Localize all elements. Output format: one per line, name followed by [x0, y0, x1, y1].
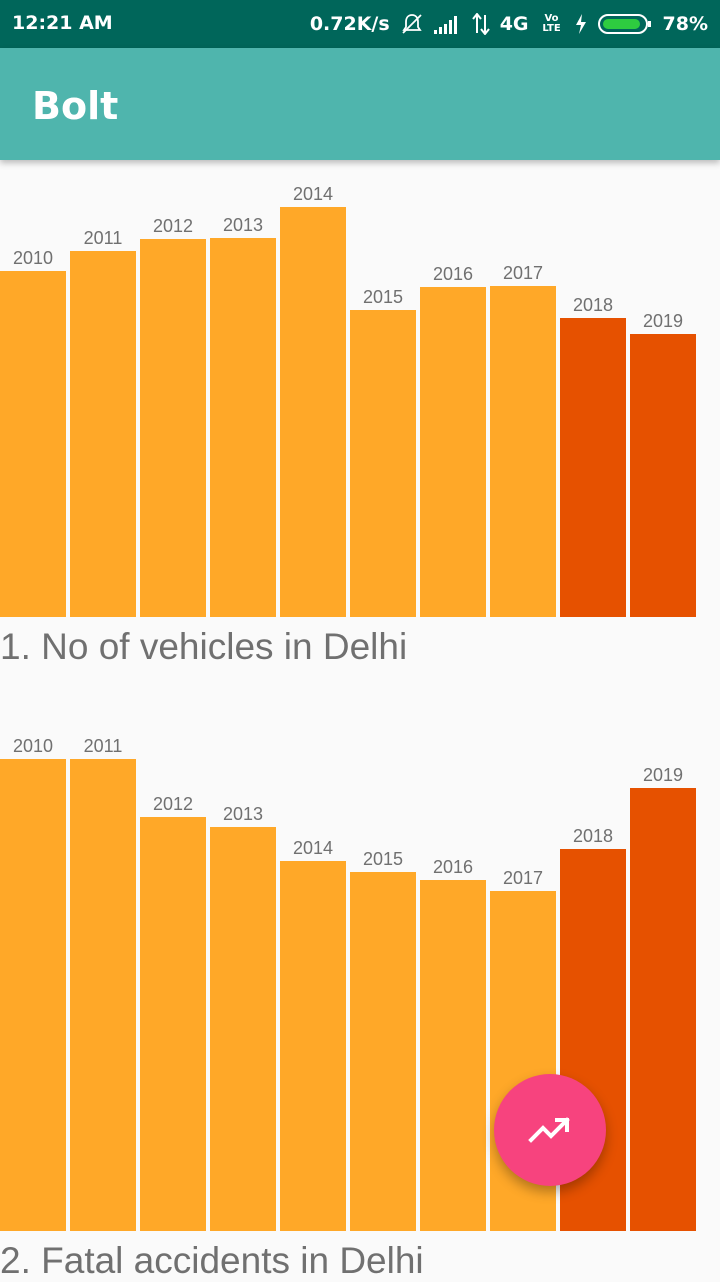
accidents-bar-2014	[280, 861, 346, 1231]
vehicles-chart: 2010 2011 2012 2013 2014 2015 2016 2017 2018 2019	[0, 184, 696, 617]
accidents-bar-label-2013: 2013	[223, 804, 263, 824]
app-bar: Bolt	[0, 48, 720, 160]
vehicles-bar-label-2017: 2017	[503, 263, 543, 283]
mute-icon	[400, 12, 424, 36]
vehicles-bar-2016	[420, 287, 486, 617]
vehicles-bar-2012	[140, 239, 206, 617]
status-time: 12:21 AM	[12, 12, 113, 34]
volte-icon: Vo LTE	[539, 14, 565, 34]
accidents-bar-label-2014: 2014	[293, 838, 333, 858]
trending-up-icon	[528, 1117, 570, 1143]
fatal-accidents-chart: 2010 2011 2012 2013 2014 2015 2016 2017 2018 2019	[0, 736, 696, 1231]
accidents-bar-2011	[70, 759, 136, 1231]
fatal-accidents-chart-title: 2. Fatal accidents in Delhi	[0, 1240, 424, 1281]
vehicles-bar-label-2011: 2011	[84, 228, 123, 248]
battery-icon	[597, 12, 653, 36]
accidents-bar-label-2015: 2015	[363, 849, 403, 869]
vehicles-bar-label-2012: 2012	[153, 216, 193, 236]
accidents-bar-label-2017: 2017	[503, 868, 543, 888]
volte-label: Vo LTE	[542, 13, 561, 34]
vehicles-bar-label-2015: 2015	[363, 287, 403, 307]
vehicles-chart-title: 1. No of vehicles in Delhi	[0, 626, 408, 667]
accidents-bar-label-2011: 2011	[84, 736, 123, 756]
battery-level: 78%	[662, 13, 708, 35]
vehicles-bar-2019	[630, 334, 696, 617]
accidents-bar-2019	[630, 788, 696, 1231]
signal-icon	[433, 14, 462, 34]
charging-icon	[575, 14, 587, 34]
vehicles-bar-2011	[70, 251, 136, 617]
vehicles-bar-label-2013: 2013	[223, 215, 263, 235]
accidents-bar-label-2012: 2012	[153, 794, 193, 814]
app-title: Bolt	[32, 84, 119, 128]
vehicles-bar-2015	[350, 310, 416, 617]
vehicles-bar-2018	[560, 318, 626, 617]
trend-fab-button[interactable]	[494, 1074, 606, 1186]
accidents-bar-2015	[350, 872, 416, 1231]
network-type: 4G	[499, 13, 529, 35]
vehicles-bar-2010	[0, 271, 66, 617]
vehicles-bar-label-2016: 2016	[433, 264, 473, 284]
vehicles-bar-2014	[280, 207, 346, 617]
vehicles-bar-2017	[490, 286, 556, 617]
vehicles-bar-label-2014: 2014	[293, 184, 333, 204]
data-arrows-icon	[471, 13, 490, 35]
vehicles-bar-label-2010: 2010	[13, 248, 53, 268]
accidents-bar-2016	[420, 880, 486, 1231]
accidents-bar-label-2018: 2018	[573, 826, 613, 846]
accidents-bar-label-2016: 2016	[433, 857, 473, 877]
status-bar: 12:21 AM 0.72K/s 4	[0, 0, 720, 48]
accidents-bar-label-2010: 2010	[13, 736, 53, 756]
accidents-bar-2013	[210, 827, 276, 1231]
accidents-bar-2010	[0, 759, 66, 1231]
accidents-bar-label-2019: 2019	[643, 765, 683, 785]
network-speed: 0.72K/s	[309, 13, 390, 35]
status-right-group: 0.72K/s 4G Vo	[310, 0, 708, 48]
accidents-bar-2012	[140, 817, 206, 1231]
vehicles-bar-2013	[210, 238, 276, 617]
vehicles-bar-label-2018: 2018	[573, 295, 613, 315]
vehicles-bar-label-2019: 2019	[643, 311, 683, 331]
